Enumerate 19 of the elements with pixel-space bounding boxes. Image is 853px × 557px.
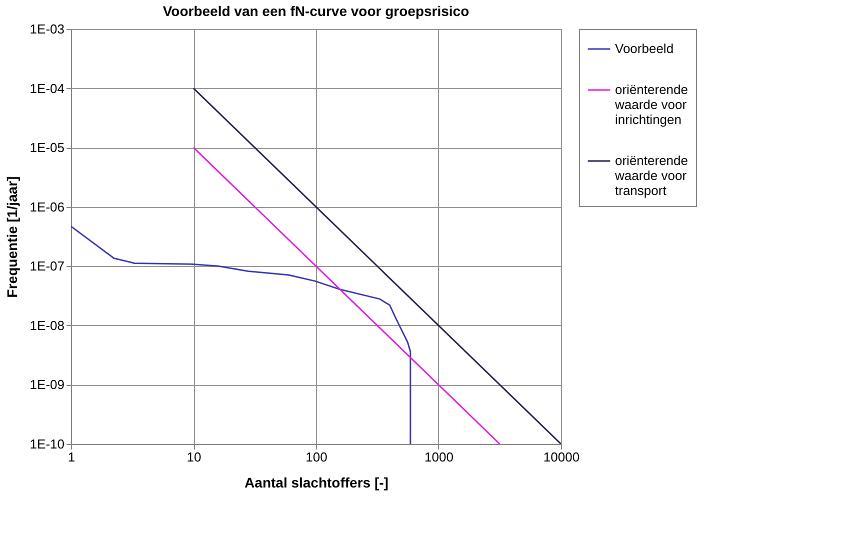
- chart-title: Voorbeeld van een fN-curve voor groepsrisico: [162, 3, 470, 19]
- y-tick-label: 1E-10: [30, 436, 64, 452]
- y-tick-label: 1E-08: [30, 318, 64, 333]
- x-tick-label: 1000: [424, 450, 454, 464]
- y-tick-label: 1E-05: [30, 140, 64, 156]
- y-axis-title: Frequentie [1/jaar]: [4, 176, 20, 298]
- legend-label: Voorbeeld: [615, 41, 674, 56]
- y-tick-label: 1E-07: [30, 258, 64, 274]
- x-axis-title: Aantal slachtoffers [-]: [244, 474, 388, 490]
- x-tick-label: 10000: [543, 450, 580, 464]
- y-tick-label: 1E-09: [30, 377, 64, 392]
- y-tick-label: 1E-04: [30, 80, 64, 96]
- x-tick-label: 10: [186, 450, 202, 464]
- x-tick-label: 1: [68, 450, 76, 464]
- legend-label: oriënterende waarde voor transport: [614, 153, 688, 198]
- y-tick-label: 1E-06: [30, 199, 64, 214]
- legend-label: oriënterende waarde voor inrichtingen: [614, 82, 688, 127]
- y-tick-label: 1E-03: [30, 22, 64, 36]
- x-tick-label: 100: [306, 450, 328, 464]
